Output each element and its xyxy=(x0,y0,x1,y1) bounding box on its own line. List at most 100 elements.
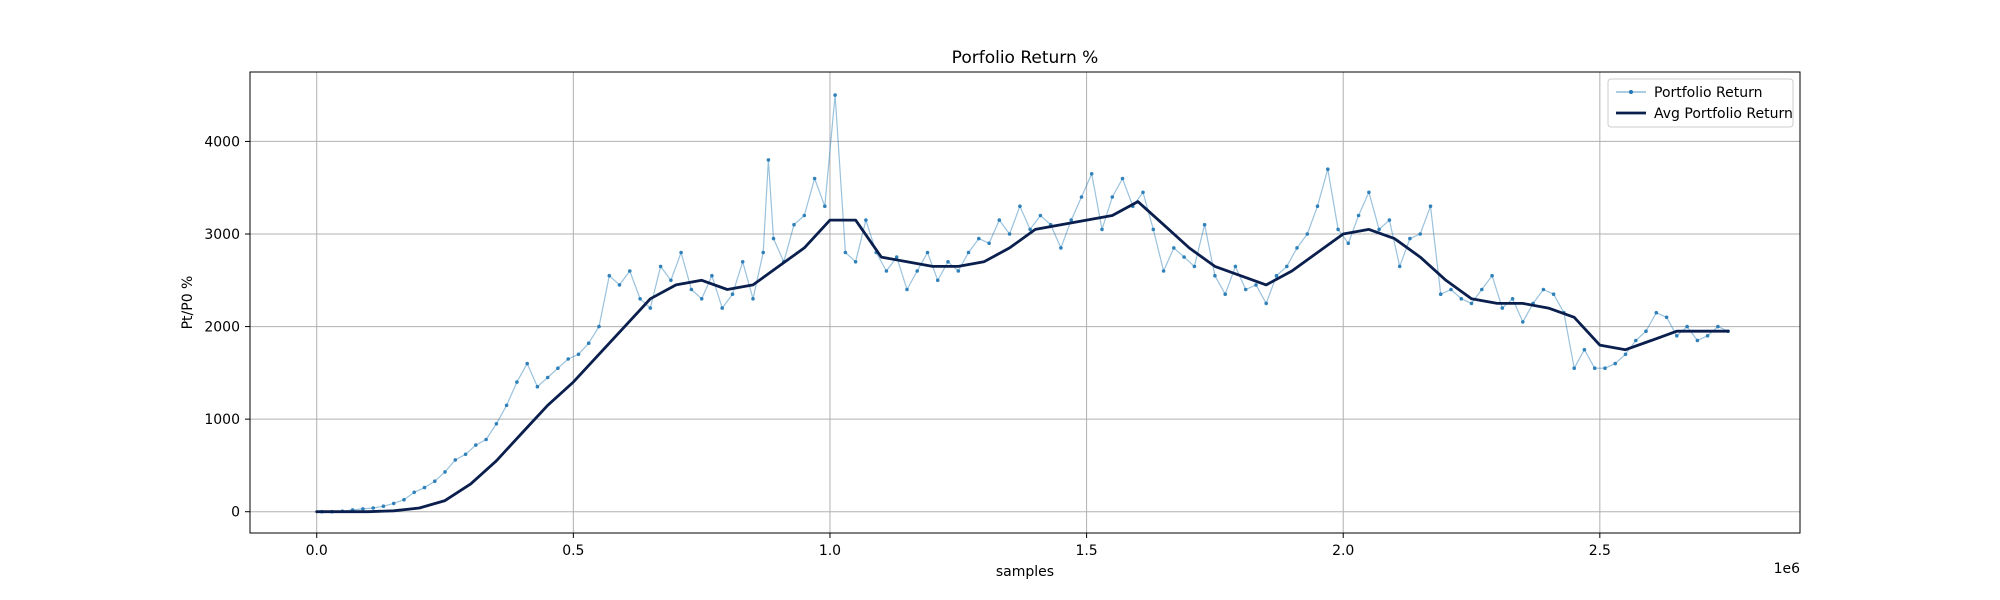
y-axis-ticks: 0 1000 2000 3000 4000 xyxy=(204,134,250,521)
portfolio-return-point xyxy=(1469,301,1474,306)
portfolio-return-point xyxy=(884,269,889,273)
portfolio-return-point xyxy=(1141,190,1145,195)
portfolio-return-point xyxy=(843,250,848,255)
portfolio-return-point xyxy=(1120,176,1125,181)
portfolio-return-point xyxy=(1151,227,1156,232)
portfolio-return-point xyxy=(1480,287,1484,292)
portfolio-return-point xyxy=(628,269,632,273)
portfolio-return-point xyxy=(371,506,376,510)
x-axis-offset-label: 1e6 xyxy=(1774,561,1801,577)
portfolio-return-point xyxy=(1059,246,1063,250)
portfolio-return-point xyxy=(1254,283,1258,287)
series-layer xyxy=(315,93,1730,514)
portfolio-return-point xyxy=(1438,292,1443,297)
portfolio-return-point xyxy=(1223,292,1227,297)
y-tick-label: 4000 xyxy=(204,134,240,150)
portfolio-return-point xyxy=(402,497,406,502)
avg-portfolio-return-line xyxy=(315,200,1730,514)
x-tick-label: 0.0 xyxy=(306,543,328,559)
portfolio-return-point xyxy=(566,357,570,361)
portfolio-return-point xyxy=(412,490,417,495)
portfolio-return-point xyxy=(864,218,868,222)
portfolio-return-point xyxy=(771,236,776,241)
portfolio-return-point xyxy=(1490,273,1494,278)
portfolio-return-point xyxy=(1592,366,1597,371)
portfolio-return-point xyxy=(433,479,437,484)
portfolio-return-point xyxy=(997,218,1002,222)
y-tick-label: 0 xyxy=(231,505,240,521)
x-tick-label: 1.0 xyxy=(819,543,841,559)
portfolio-return-point xyxy=(515,380,519,384)
grid xyxy=(250,72,1800,533)
portfolio-return-point xyxy=(1315,204,1320,208)
portfolio-return-point xyxy=(361,507,365,511)
portfolio-return-point xyxy=(597,324,601,329)
portfolio-return-point xyxy=(1192,264,1197,269)
portfolio-return-point xyxy=(494,422,499,426)
portfolio-return-point xyxy=(1582,347,1587,352)
portfolio-return-point xyxy=(1418,232,1422,236)
portfolio-return-point xyxy=(894,255,899,259)
portfolio-return-point xyxy=(1233,264,1238,269)
x-tick-label: 2.5 xyxy=(1589,543,1611,559)
portfolio-return-point xyxy=(1182,255,1186,259)
x-axis-ticks: 0.0 0.5 1.0 1.5 2.0 2.5 xyxy=(306,533,1611,559)
portfolio-return-point xyxy=(1603,366,1607,371)
portfolio-return-point xyxy=(1336,227,1340,232)
portfolio-return-point xyxy=(648,306,653,310)
portfolio-return-point xyxy=(925,250,930,255)
portfolio-return-point xyxy=(710,273,714,278)
x-tick-label: 2.0 xyxy=(1332,543,1354,559)
portfolio-return-point xyxy=(1079,195,1084,199)
legend-box xyxy=(1607,78,1794,128)
portfolio-return-point xyxy=(1521,320,1525,324)
portfolio-return-point xyxy=(443,470,447,474)
portfolio-return-point xyxy=(1202,222,1207,227)
portfolio-return-point xyxy=(463,452,468,457)
portfolio-return-point xyxy=(1695,338,1700,343)
portfolio-return-point xyxy=(792,222,796,227)
portfolio-return-point xyxy=(1018,204,1022,208)
portfolio-return-point xyxy=(658,264,663,269)
portfolio-return-point xyxy=(1664,315,1669,320)
portfolio-return-point xyxy=(699,297,704,301)
chart-title: Porfolio Return % xyxy=(952,48,1099,68)
portfolio-return-point xyxy=(946,260,950,264)
legend-entry-portfolio-return: Portfolio Return xyxy=(1654,85,1763,101)
portfolio-return-point xyxy=(1705,334,1710,338)
portfolio-return-point xyxy=(689,287,694,292)
portfolio-return-point xyxy=(1551,292,1556,297)
x-axis-label: samples xyxy=(996,564,1054,580)
portfolio-return-point xyxy=(586,341,591,346)
portfolio-return-point xyxy=(1716,324,1720,329)
portfolio-return-point xyxy=(1367,190,1371,195)
portfolio-return-point xyxy=(1295,246,1299,250)
portfolio-return-point xyxy=(535,384,540,389)
portfolio-return-point xyxy=(1428,204,1433,208)
portfolio-return-point xyxy=(556,366,560,371)
y-axis-label: Pt/P0 % xyxy=(180,276,196,330)
portfolio-return-point xyxy=(381,504,386,509)
portfolio-return-point xyxy=(617,283,622,287)
portfolio-return-point xyxy=(391,501,396,506)
portfolio-return-point xyxy=(1305,232,1310,236)
portfolio-return-point xyxy=(730,292,735,297)
portfolio-return-point xyxy=(1387,218,1392,222)
portfolio-return-point xyxy=(474,443,478,447)
portfolio-return-point xyxy=(935,278,940,283)
portfolio-return-point xyxy=(1685,324,1689,329)
portfolio-return-point xyxy=(987,241,991,246)
portfolio-return-point xyxy=(1675,334,1679,338)
portfolio-return-point xyxy=(1285,264,1289,269)
legend: Portfolio Return Avg Portfolio Return xyxy=(1607,78,1794,128)
portfolio-return-point xyxy=(1613,361,1617,366)
portfolio-return-point xyxy=(1007,232,1012,236)
portfolio-return-point xyxy=(1161,269,1166,273)
portfolio-return-point xyxy=(1346,241,1351,246)
portfolio-return-point xyxy=(1510,297,1515,301)
portfolio-return-point xyxy=(1408,236,1412,241)
portfolio-return-point xyxy=(576,352,581,357)
portfolio-return-point xyxy=(1541,287,1546,292)
portfolio-return-point xyxy=(1449,287,1453,292)
